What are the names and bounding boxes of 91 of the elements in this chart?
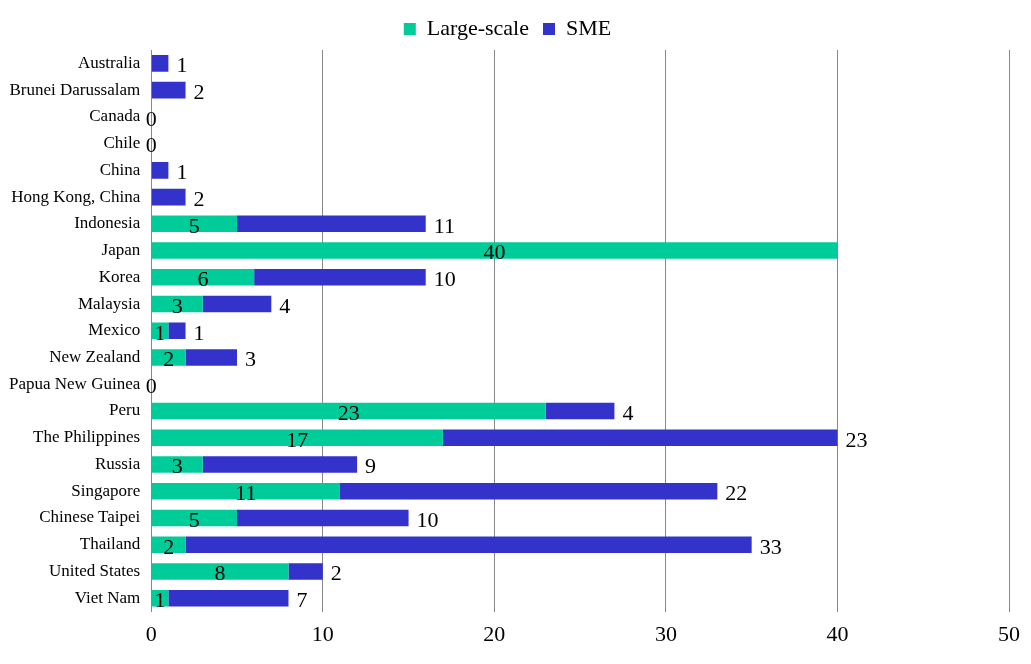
- bar: [185, 349, 238, 366]
- data-label: 9: [365, 453, 377, 479]
- y-tick-label: China: [99, 159, 141, 179]
- bar: [237, 509, 409, 527]
- data-label: 2: [330, 560, 342, 586]
- data-label: 10: [433, 266, 456, 292]
- bar: [168, 322, 186, 340]
- bar: [151, 269, 255, 286]
- data-label: 4: [622, 399, 634, 425]
- data-label: 0: [145, 132, 157, 158]
- y-tick-label: Chile: [103, 133, 141, 153]
- data-label: 8: [214, 560, 226, 586]
- data-label: 1: [193, 319, 205, 345]
- bar: [151, 402, 546, 420]
- data-label: 5: [188, 212, 200, 238]
- bar: [442, 429, 838, 447]
- y-tick-label: The Philippines: [33, 427, 141, 447]
- x-tick-label: 50: [998, 620, 1020, 646]
- bar: [151, 563, 289, 580]
- data-label: 3: [171, 453, 183, 479]
- y-tick-label: Australia: [77, 52, 141, 72]
- data-label: 1: [176, 159, 188, 185]
- data-label: 33: [759, 533, 782, 559]
- data-label: 17: [286, 426, 309, 452]
- y-tick-label: Hong Kong, China: [11, 186, 141, 206]
- bar: [151, 215, 238, 233]
- data-label: 11: [433, 212, 455, 238]
- bar: [254, 269, 426, 286]
- data-label: 1: [154, 587, 166, 613]
- bar: [151, 509, 238, 527]
- data-label: 23: [337, 399, 360, 425]
- data-label: 0: [145, 105, 157, 131]
- y-tick-label: United States: [49, 560, 141, 580]
- bar: [151, 55, 169, 72]
- bar: [185, 536, 752, 554]
- data-label: 4: [279, 292, 291, 318]
- y-tick-label: Malaysia: [77, 293, 141, 313]
- x-tick-label: 0: [145, 620, 157, 646]
- bar: [151, 536, 186, 554]
- data-label: 3: [171, 292, 183, 318]
- data-label: 10: [416, 506, 439, 532]
- bar: [151, 242, 838, 259]
- data-label: 3: [245, 346, 257, 372]
- data-label: 2: [163, 346, 175, 372]
- bar: [202, 295, 272, 313]
- data-label: 1: [176, 52, 188, 78]
- bar: [202, 456, 358, 473]
- data-label: 0: [145, 373, 157, 399]
- bar: [151, 456, 203, 473]
- y-tick-label: Thailand: [79, 534, 141, 554]
- data-label: 23: [845, 426, 868, 452]
- y-tick-label: Papua New Guinea: [8, 373, 141, 393]
- data-label: 2: [193, 185, 205, 211]
- y-tick-label: Korea: [98, 266, 141, 286]
- bar: [237, 215, 426, 233]
- y-tick-label: Mexico: [88, 320, 141, 340]
- x-tick-label: 30: [654, 620, 677, 646]
- bar: [168, 589, 289, 607]
- bar: [151, 188, 186, 206]
- data-label: 7: [296, 587, 308, 613]
- bar: [151, 162, 169, 179]
- data-label: 2: [163, 533, 175, 559]
- y-tick-label: Brunei Darussalam: [9, 79, 141, 99]
- y-tick-label: Russia: [94, 453, 141, 473]
- bar: [151, 429, 443, 447]
- legend-label: SME: [565, 14, 612, 40]
- data-label: 11: [235, 480, 257, 506]
- x-tick-label: 40: [826, 620, 849, 646]
- data-label: 1: [154, 319, 166, 345]
- legend-label: Large-scale: [426, 14, 529, 40]
- bar: [545, 402, 615, 420]
- bar: [151, 482, 340, 500]
- data-label: 40: [483, 239, 506, 265]
- y-tick-label: Japan: [101, 240, 141, 260]
- y-tick-label: Viet Nam: [74, 587, 141, 607]
- y-tick-label: Peru: [109, 400, 141, 420]
- data-label: 2: [193, 78, 205, 104]
- y-tick-label: Singapore: [71, 480, 141, 500]
- bar: [151, 349, 186, 366]
- bar: [151, 81, 186, 99]
- y-tick-label: Chinese Taipei: [39, 507, 141, 527]
- x-tick-label: 20: [483, 620, 506, 646]
- bar: [288, 563, 323, 580]
- bar: [339, 482, 718, 500]
- x-tick-label: 10: [311, 620, 334, 646]
- y-tick-label: Indonesia: [74, 213, 141, 233]
- data-label: 22: [725, 480, 748, 506]
- y-tick-label: Canada: [89, 106, 141, 126]
- data-label: 5: [188, 506, 200, 532]
- data-label: 6: [197, 266, 209, 292]
- y-tick-label: New Zealand: [49, 347, 141, 367]
